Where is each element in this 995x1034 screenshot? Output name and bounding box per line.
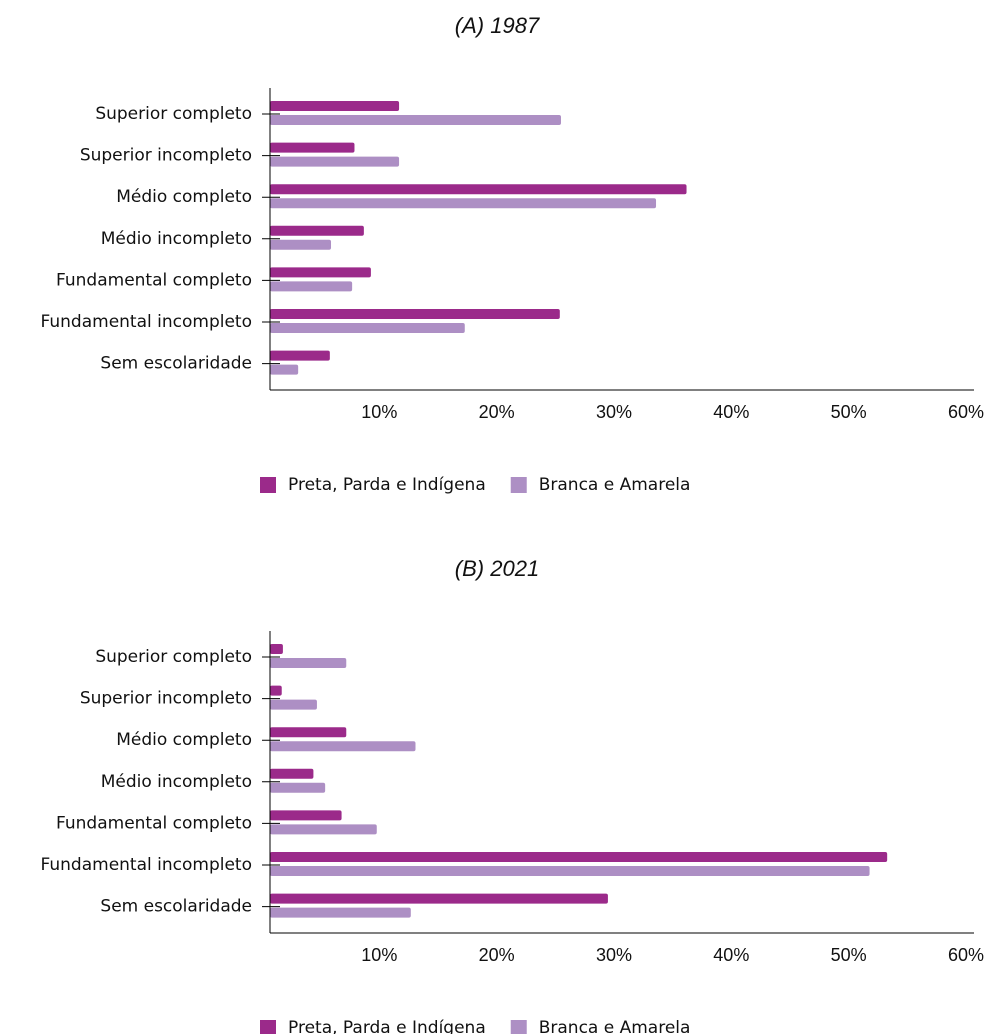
y-tick-label: Médio incompleto	[101, 229, 252, 249]
x-tick-label: 20%	[479, 402, 515, 422]
y-tick-label: Sem escolaridade	[100, 897, 252, 917]
x-tick-label: 10%	[361, 945, 397, 965]
bar	[270, 685, 282, 696]
y-tick-label: Fundamental incompleto	[41, 855, 252, 875]
legend-label: Preta, Parda e Indígena	[288, 1018, 486, 1034]
bar	[270, 866, 870, 876]
bar	[270, 727, 347, 738]
y-tick-label: Superior incompleto	[80, 689, 252, 709]
x-tick-label: 60%	[948, 402, 984, 422]
bar	[270, 184, 687, 195]
bar	[270, 852, 888, 862]
legend-swatch	[510, 477, 527, 493]
legend-swatch	[260, 1020, 276, 1034]
x-tick-label: 40%	[713, 402, 749, 422]
bar	[270, 225, 364, 236]
bar	[270, 156, 400, 167]
legend-label: Branca e Amarela	[539, 475, 691, 495]
y-tick-label: Fundamental completo	[56, 813, 252, 833]
bar	[270, 101, 400, 111]
bar	[270, 364, 299, 375]
bar	[270, 699, 317, 710]
bar	[270, 768, 314, 779]
x-tick-label: 50%	[831, 402, 867, 422]
y-tick-label: Médio incompleto	[101, 772, 252, 792]
bar	[270, 323, 465, 333]
bar	[270, 658, 347, 668]
y-tick-label: Fundamental completo	[56, 270, 252, 290]
legend-label: Preta, Parda e Indígena	[288, 475, 486, 495]
bar	[270, 824, 377, 835]
legend-label: Branca e Amarela	[539, 1018, 691, 1034]
bar	[270, 142, 355, 153]
bar	[270, 350, 330, 361]
y-tick-label: Fundamental incompleto	[41, 312, 252, 332]
y-tick-label: Superior completo	[95, 647, 252, 667]
bar	[270, 810, 342, 821]
x-tick-label: 30%	[596, 402, 632, 422]
y-tick-label: Superior completo	[95, 104, 252, 124]
bar	[270, 281, 353, 292]
x-tick-label: 30%	[596, 945, 632, 965]
y-tick-label: Superior incompleto	[80, 146, 252, 166]
bar	[270, 741, 416, 752]
x-tick-label: 10%	[361, 402, 397, 422]
x-tick-label: 20%	[479, 945, 515, 965]
x-tick-label: 50%	[831, 945, 867, 965]
y-tick-label: Sem escolaridade	[100, 354, 252, 374]
legend-swatch	[510, 1020, 527, 1034]
bar	[270, 644, 283, 654]
chart-title: (B) 2021	[455, 556, 539, 581]
x-tick-label: 60%	[948, 945, 984, 965]
legend-swatch	[260, 477, 276, 493]
bar	[270, 309, 560, 319]
bar	[270, 239, 332, 250]
x-tick-label: 40%	[713, 945, 749, 965]
bar	[270, 782, 326, 793]
bar	[270, 198, 657, 209]
bar	[270, 115, 561, 125]
bar	[270, 893, 608, 904]
bar	[270, 267, 371, 278]
chart-title: (A) 1987	[455, 13, 540, 38]
bar	[270, 907, 411, 918]
y-tick-label: Médio completo	[116, 187, 252, 207]
y-tick-label: Médio completo	[116, 730, 252, 750]
